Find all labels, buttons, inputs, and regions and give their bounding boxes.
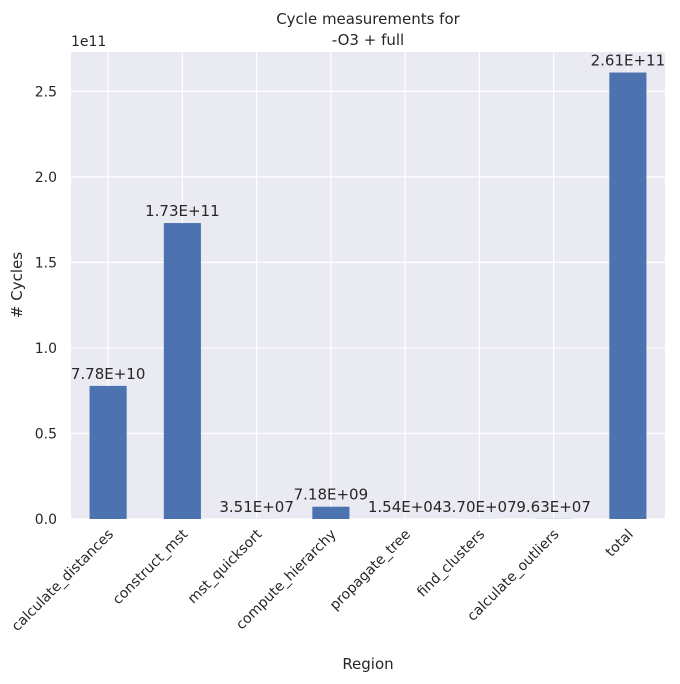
data-label-compute-hierarchy: 7.18E+09 [294, 486, 369, 504]
bar-total [609, 72, 647, 520]
y-tick-label: 2.5 [35, 84, 57, 100]
data-label-mst-quicksort: 3.51E+07 [219, 498, 294, 516]
x-tick-labels: calculate_distancesconstruct_mstmst_quic… [9, 526, 637, 635]
x-tick-label: construct_mst [110, 526, 192, 608]
y-tick-label: 1.5 [35, 255, 57, 271]
x-tick-label: find_clusters [414, 527, 488, 601]
data-label-total: 2.61E+11 [591, 52, 666, 70]
chart-title-line-2: -O3 + full [332, 31, 404, 49]
y-axis-label: # Cycles [8, 252, 26, 318]
bar-compute-hierarchy [312, 506, 350, 519]
x-axis-label: Region [342, 655, 393, 673]
y-offset-label: 1e11 [71, 34, 106, 50]
plot-area [71, 52, 665, 519]
bars [89, 72, 647, 520]
x-tick-label: mst_quicksort [185, 526, 266, 607]
data-label-find-clusters: 3.70E+07 [442, 498, 517, 516]
data-labels: 7.78E+10 1.73E+11 3.51E+077.18E+091.54E+04… [71, 52, 665, 516]
data-label-propagate-tree: 1.54E+04 [368, 498, 443, 516]
data-label-calculate-distances: 7.78E+10 [71, 365, 146, 383]
y-tick-label: 1.0 [35, 341, 57, 357]
bar-calculate-distances [89, 385, 127, 519]
y-tick-label: 2.0 [35, 170, 57, 186]
y-tick-labels: 0.0 0.5 1.0 1.5 2.0 2.5 [35, 84, 57, 528]
x-tick-label: total [603, 527, 637, 561]
y-tick-label: 0.5 [35, 426, 57, 442]
data-label-construct-mst: 1.73E+11 [145, 202, 220, 220]
bar-construct-mst [163, 223, 201, 520]
chart-title-line-1: Cycle measurements for [276, 10, 460, 28]
x-tick-label: calculate_distances [9, 527, 117, 635]
x-tick-label: propagate_tree [327, 527, 414, 614]
data-label-calculate-outliers: 9.63E+07 [516, 498, 591, 516]
y-tick-label: 0.0 [35, 512, 57, 528]
